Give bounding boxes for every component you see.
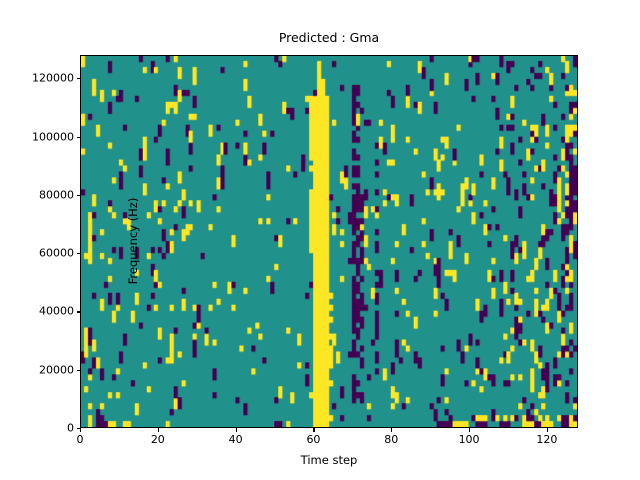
y-tick-mark — [76, 428, 80, 430]
x-tick-mark — [313, 428, 315, 432]
y-tick-mark — [76, 369, 80, 371]
y-tick-label: 120000 — [32, 71, 74, 85]
x-tick-label: 100 — [458, 433, 480, 446]
heatmap-axes — [80, 55, 578, 428]
y-tick-label: 0 — [67, 421, 74, 435]
x-axis-label: Time step — [300, 453, 358, 467]
y-tick-label: 80000 — [39, 188, 74, 202]
x-tick-label: 80 — [384, 433, 399, 446]
y-tick-label: 100000 — [32, 130, 74, 144]
x-tick-label: 20 — [150, 433, 165, 446]
heatmap-image — [81, 56, 577, 427]
y-tick-mark — [76, 253, 80, 255]
y-tick-label: 40000 — [39, 304, 74, 318]
y-tick-mark — [76, 78, 80, 80]
x-tick-label: 40 — [228, 433, 243, 446]
y-tick-mark — [76, 311, 80, 313]
x-tick-label: 0 — [76, 433, 84, 446]
x-tick-label: 120 — [536, 433, 558, 446]
x-tick-mark — [469, 428, 471, 432]
x-tick-label: 60 — [306, 433, 321, 446]
x-tick-mark — [157, 428, 159, 432]
y-tick-mark — [76, 194, 80, 196]
x-tick-mark — [391, 428, 393, 432]
y-tick-label: 20000 — [39, 363, 74, 377]
y-axis-label: Frequency (Hz) — [126, 197, 140, 285]
x-tick-mark — [546, 428, 548, 432]
x-tick-mark — [80, 428, 82, 432]
y-tick-label: 60000 — [39, 246, 74, 260]
y-tick-mark — [76, 136, 80, 138]
x-tick-mark — [235, 428, 237, 432]
chart-title: Predicted : Gma — [278, 30, 380, 45]
